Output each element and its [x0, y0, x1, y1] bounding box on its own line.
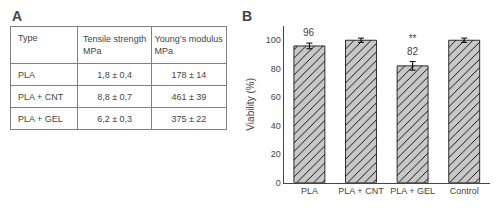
svg-text:96: 96: [303, 27, 315, 38]
svg-text:8,8 ± 0,7: 8,8 ± 0,7: [97, 92, 132, 102]
svg-text:Control: Control: [450, 186, 479, 196]
svg-text:Type: Type: [18, 33, 38, 43]
svg-text:PLA: PLA: [301, 186, 318, 196]
svg-text:100: 100: [266, 35, 281, 45]
svg-text:Young’s modulusMPa: Young’s modulusMPa: [155, 34, 224, 56]
svg-text:PLA + CNT: PLA + CNT: [18, 92, 64, 102]
svg-text:B: B: [242, 8, 252, 24]
svg-text:60: 60: [271, 92, 281, 102]
svg-text:178 ± 14: 178 ± 14: [171, 70, 206, 80]
svg-text:PLA + CNT: PLA + CNT: [338, 186, 384, 196]
svg-text:80: 80: [271, 64, 281, 74]
svg-text:Tensile strengthMPa: Tensile strengthMPa: [83, 34, 146, 56]
svg-text:Viability (%): Viability (%): [245, 78, 256, 131]
svg-text:PLA: PLA: [18, 70, 35, 80]
svg-text:40: 40: [271, 121, 281, 131]
svg-text:461 ± 39: 461 ± 39: [171, 92, 206, 102]
svg-text:A: A: [12, 8, 22, 24]
svg-text:20: 20: [271, 149, 281, 159]
svg-text:PLA + GEL: PLA + GEL: [390, 186, 435, 196]
svg-text:6,2 ± 0,3: 6,2 ± 0,3: [97, 114, 132, 124]
svg-text:375 ± 22: 375 ± 22: [171, 114, 206, 124]
svg-text:PLA + GEL: PLA + GEL: [18, 114, 63, 124]
svg-text:**82: **82: [407, 33, 419, 57]
svg-text:0: 0: [276, 178, 281, 188]
svg-text:1,8 ± 0,4: 1,8 ± 0,4: [97, 70, 132, 80]
